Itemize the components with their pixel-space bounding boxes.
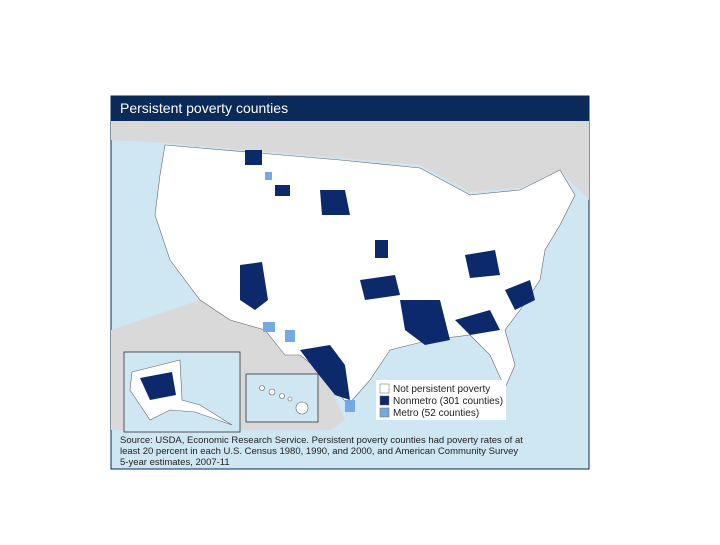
county-cluster — [400, 300, 450, 345]
county-cluster — [465, 250, 500, 278]
county-cluster — [455, 310, 500, 335]
legend-label: Metro (52 counties) — [393, 408, 479, 419]
legend-label: Nonmetro (301 counties) — [393, 396, 503, 407]
legend-label: Not persistent poverty — [393, 384, 490, 395]
legend-swatch — [379, 383, 390, 394]
canada — [111, 121, 589, 200]
county-cluster — [245, 150, 262, 165]
county-cluster — [265, 172, 272, 180]
county-cluster — [375, 240, 388, 258]
usa — [154, 144, 576, 406]
county-cluster — [360, 275, 400, 300]
county-cluster — [263, 322, 275, 332]
persistent-counties — [240, 150, 535, 412]
source-line: 5-year estimates, 2007-11 — [120, 457, 230, 468]
county-cluster — [285, 330, 295, 342]
county-cluster — [345, 400, 355, 412]
hawaii — [259, 385, 309, 415]
source-line: Source: USDA, Economic Research Service.… — [120, 435, 523, 446]
source-note: Source: USDA, Economic Research Service.… — [120, 435, 523, 468]
county-cluster — [300, 345, 350, 400]
county-cluster — [240, 262, 268, 310]
county-cluster — [505, 280, 535, 310]
title: Persistent poverty counties — [120, 100, 288, 116]
legend-swatch — [379, 407, 390, 418]
source-line: least 20 percent in each U.S. Census 198… — [120, 446, 518, 457]
legend-box — [376, 380, 506, 420]
title-bar — [111, 96, 589, 121]
legend-swatch — [379, 395, 390, 406]
county-cluster — [320, 190, 350, 215]
county-cluster — [140, 372, 176, 400]
county-cluster — [275, 185, 290, 196]
